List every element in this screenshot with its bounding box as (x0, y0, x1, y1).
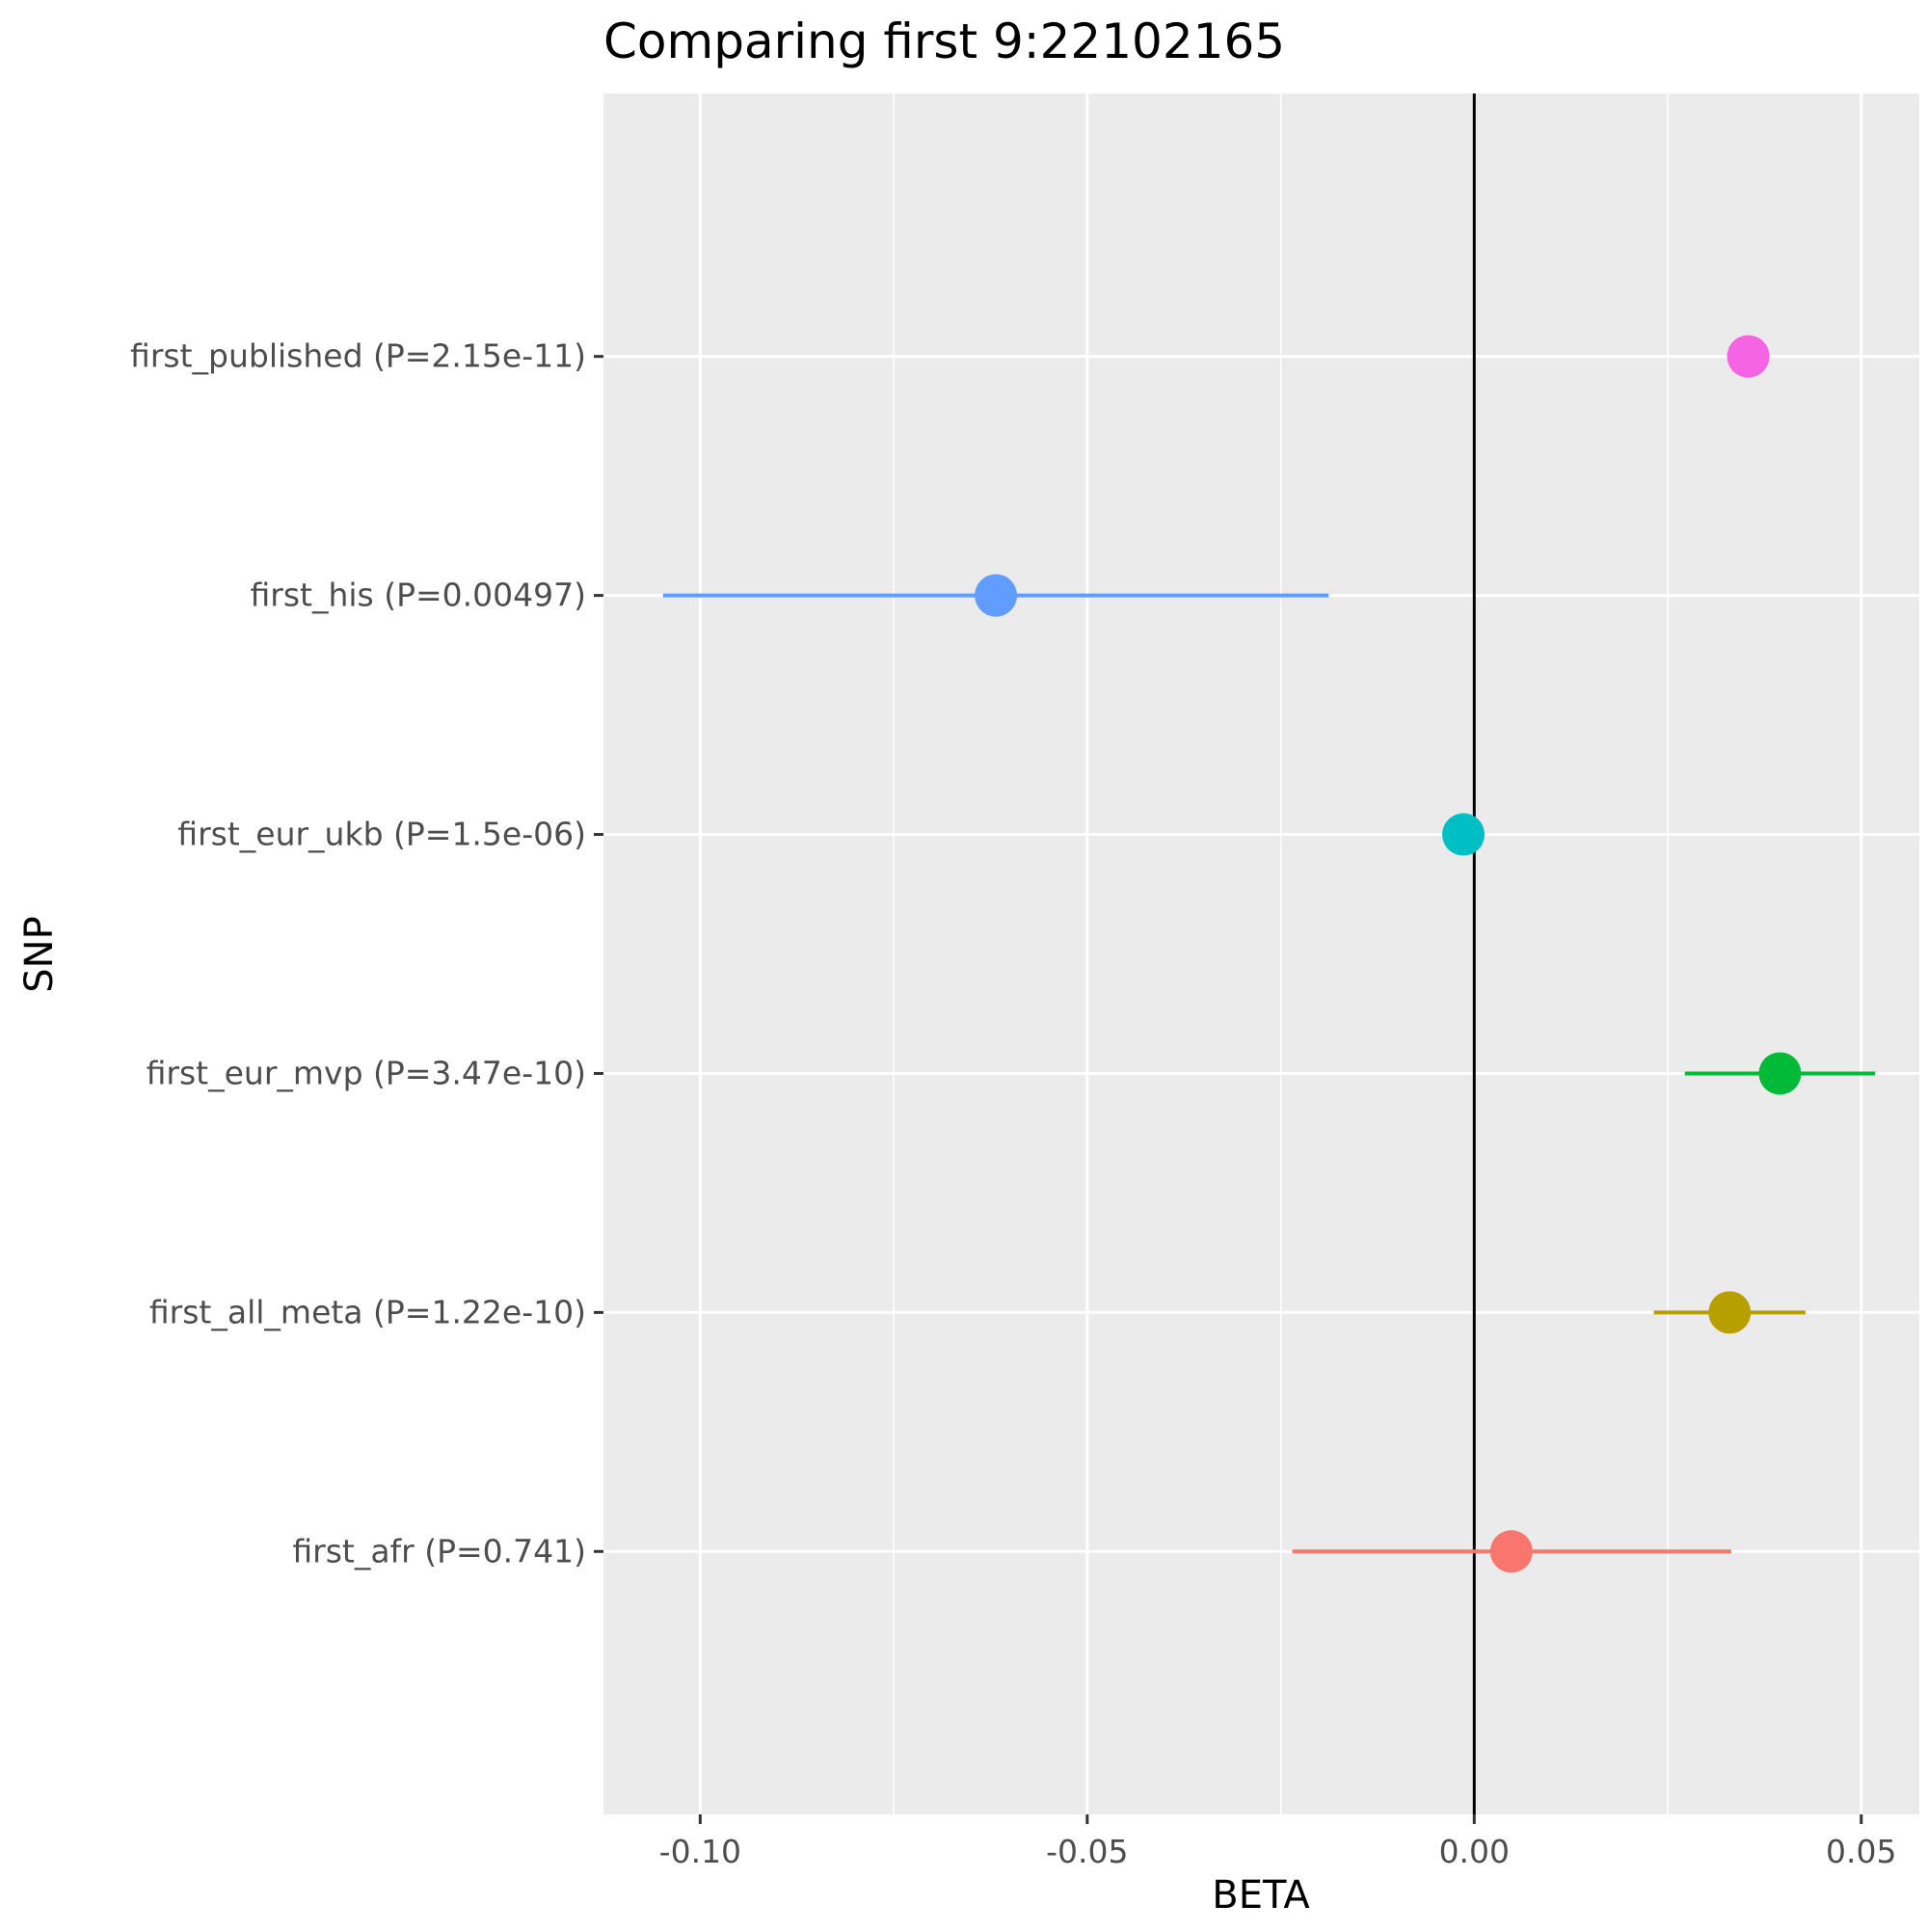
data-point (1708, 1291, 1752, 1334)
chart-title: Comparing first 9:22102165 (603, 13, 1285, 69)
y-tick-label: first_all_meta (P=1.22e-10) (149, 1293, 586, 1330)
y-axis: first_afr (P=0.741) first_all_meta (P=1.2… (130, 337, 603, 1570)
x-axis: -0.10 -0.05 0.00 0.05 (659, 1814, 1897, 1870)
panel-background (603, 94, 1919, 1814)
minor-grid-lines (893, 94, 1669, 1814)
y-tick-label: first_afr (P=0.741) (292, 1532, 586, 1570)
x-tick-label: 0.00 (1439, 1833, 1510, 1870)
data-point (1442, 813, 1485, 856)
y-axis-title: SNP (17, 916, 62, 992)
y-tick-label: first_his (P=0.00497) (250, 577, 586, 614)
data-point (1726, 335, 1770, 378)
x-axis-title: BETA (1212, 1873, 1310, 1918)
x-tick-label: 0.05 (1826, 1833, 1896, 1870)
x-tick-label: -0.05 (1046, 1833, 1128, 1870)
y-tick-label: first_eur_mvp (P=3.47e-10) (147, 1054, 586, 1091)
data-point (975, 574, 1018, 617)
y-tick-label: first_published (P=2.15e-11) (130, 337, 586, 375)
y-tick-label: first_eur_ukb (P=1.5e-06) (177, 816, 586, 853)
data-point (1758, 1052, 1802, 1095)
data-point (1489, 1530, 1533, 1573)
x-tick-label: -0.10 (659, 1833, 741, 1870)
data-marks (662, 335, 1876, 1573)
